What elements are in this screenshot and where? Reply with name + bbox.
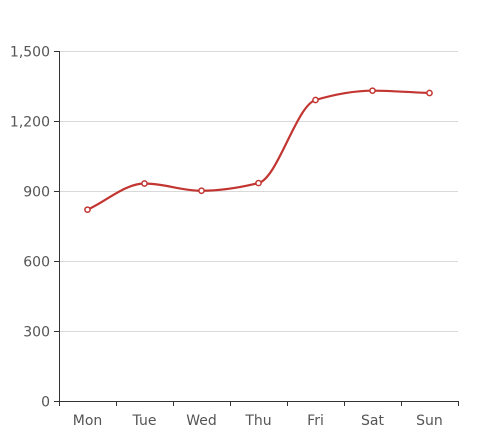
y-axis-ticks: 0 300 600 900 1,200 1,500 [10, 45, 59, 411]
y-tick-label: 1,200 [10, 115, 50, 131]
y-tick-label: 1,500 [10, 45, 50, 61]
x-tick-label: Sat [361, 413, 384, 429]
data-point-mon[interactable] [84, 206, 91, 214]
data-point-sat[interactable] [369, 87, 376, 95]
x-tick-label: Sun [416, 413, 443, 429]
data-point-fri[interactable] [312, 96, 319, 104]
data-point-thu[interactable] [255, 179, 262, 187]
x-tick-label: Tue [132, 413, 157, 429]
data-point-tue[interactable] [141, 180, 148, 187]
data-points [84, 87, 433, 214]
y-tick-label: 600 [23, 255, 50, 271]
y-tick-label: 0 [41, 395, 50, 411]
data-point-sun[interactable] [426, 89, 433, 97]
x-tick-label: Thu [244, 413, 271, 429]
x-tick-label: Wed [186, 413, 217, 429]
x-axis-ticks: Mon Tue Wed Thu Fri Sat Sun [59, 401, 459, 429]
data-point-wed[interactable] [198, 187, 205, 195]
x-tick-label: Fri [307, 413, 324, 429]
grid-lines [59, 51, 458, 332]
x-tick-label: Mon [73, 413, 103, 429]
axes [59, 51, 458, 402]
y-tick-label: 900 [23, 185, 50, 201]
y-tick-label: 300 [23, 325, 50, 341]
